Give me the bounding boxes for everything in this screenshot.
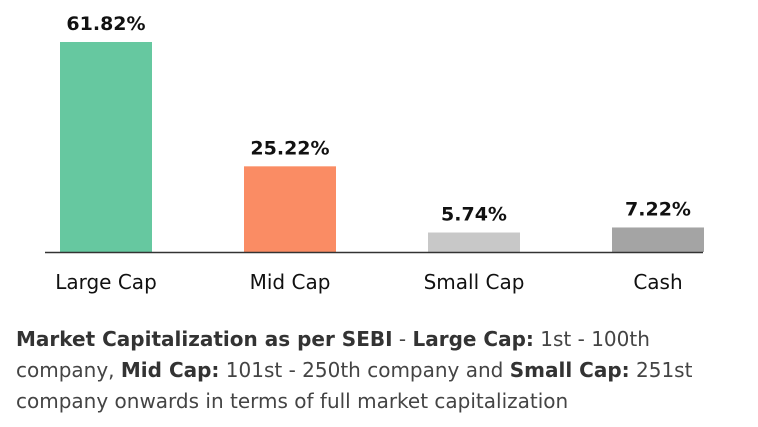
value-label-large-cap: 61.82% [66, 13, 145, 35]
category-label-mid-cap: Mid Cap [250, 270, 331, 294]
bar-small-cap [428, 232, 520, 252]
category-label-small-cap: Small Cap [424, 270, 525, 294]
bar-mid-cap [244, 166, 336, 252]
market-cap-footnote: Market Capitalization as per SEBI - Larg… [16, 324, 746, 417]
footnote-mid-cap-term: Mid Cap: [120, 358, 220, 382]
footnote-mid-cap-definition: 101st - 250th company and [219, 358, 510, 382]
footnote-small-cap-definition: 251st company onwards in terms of full m… [16, 358, 693, 413]
footnote-heading: Market Capitalization as per SEBI [16, 327, 393, 351]
footnote-small-cap-term: Small Cap: [509, 358, 630, 382]
value-label-small-cap: 5.74% [441, 204, 507, 226]
market-cap-bar-chart: 61.82% Large Cap 25.22% Mid Cap 5.74% Small C… [45, 13, 704, 294]
category-label-cash: Cash [633, 270, 682, 294]
footnote-large-cap-definition: 1st - 100th company, [16, 327, 650, 382]
footnote-separator: - [392, 327, 413, 351]
value-label-cash: 7.22% [625, 198, 691, 220]
footnote-large-cap-term: Large Cap: [412, 327, 534, 351]
bar-large-cap [60, 42, 152, 252]
category-label-large-cap: Large Cap [55, 270, 157, 294]
value-label-mid-cap: 25.22% [250, 137, 329, 159]
bar-cash [612, 227, 704, 252]
